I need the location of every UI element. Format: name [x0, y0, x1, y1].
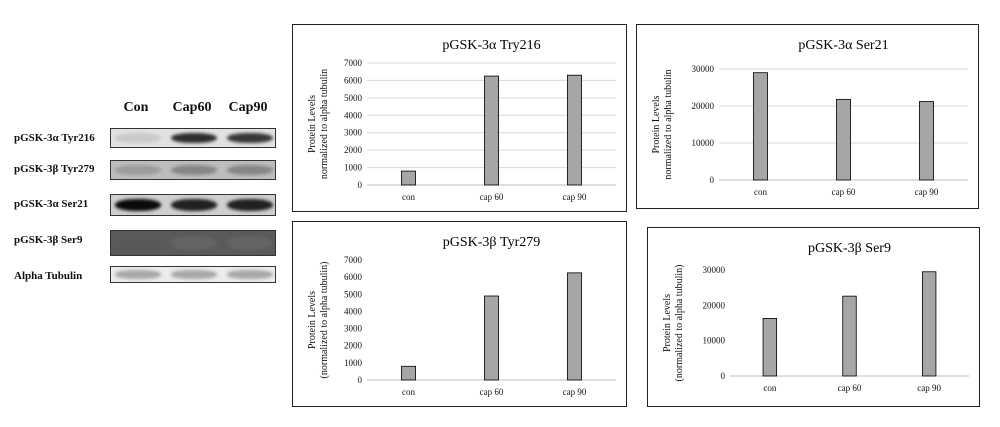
blot-band	[227, 132, 273, 144]
x-tick-label: cap 60	[480, 192, 504, 202]
blot-strip-ser9	[110, 230, 276, 256]
bar	[567, 74, 582, 186]
blot-row-label: pGSK-3β Tyr279	[14, 163, 95, 175]
lane-label-cap60: Cap60	[172, 100, 212, 115]
blot-strip-tyr216	[110, 128, 276, 148]
bar	[836, 98, 851, 181]
blot-band	[227, 235, 273, 251]
bar	[919, 101, 934, 181]
bar	[762, 318, 778, 377]
chart-panel-ser21: pGSK-3α Ser21 0 10000 20000 30000 con cap 60 ca…	[636, 24, 979, 209]
y-tick-label: 1000	[344, 163, 363, 173]
lane-label-cap90: Cap90	[228, 100, 268, 115]
y-axis-label: Protein Levels	[651, 95, 662, 153]
chart-panel-tyr216: pGSK-3α Try216 0 1000 2000 3000 4000 5000 6000 7…	[292, 24, 627, 212]
y-tick-label: 7000	[344, 255, 363, 265]
y-tick-label: 0	[710, 175, 715, 185]
x-tick-label: con	[763, 383, 776, 393]
y-tick-label: 20000	[703, 300, 726, 310]
blot-row-label: pGSK-3α Tyr216	[14, 132, 95, 144]
blot-band	[171, 132, 217, 144]
blot-band	[115, 132, 161, 144]
chart-title: pGSK-3β Tyr279	[443, 235, 541, 250]
y-tick-label: 4000	[344, 110, 363, 120]
chart-title: pGSK-3α Ser21	[798, 38, 888, 53]
chart-tyr216: pGSK-3α Try216 0 1000 2000 3000 4000 5000 6000 7…	[307, 38, 616, 202]
blot-band	[227, 164, 273, 176]
y-tick-label: 6000	[344, 272, 363, 282]
y-tick-label: 5000	[344, 289, 363, 299]
y-tick-label: 1000	[344, 358, 363, 368]
y-tick-label: 5000	[344, 93, 363, 103]
y-axis-label: normalized to alpha tubulin	[319, 69, 330, 179]
bar	[484, 295, 499, 381]
y-tick-label: 2000	[344, 341, 363, 351]
y-axis-label: (normalized to alpha tubulin)	[319, 262, 330, 379]
x-tick-label: cap 60	[838, 383, 862, 393]
y-axis-label: Protein Levels	[662, 294, 673, 352]
chart-panel-tyr279: pGSK-3β Tyr279 0 1000 2000 3000 4000 5000 6000 7…	[292, 221, 627, 407]
x-tick-label: cap 60	[480, 387, 504, 397]
bar	[921, 271, 937, 377]
chart-title: pGSK-3β Ser9	[808, 241, 891, 256]
y-axis-label: Protein Levels	[307, 291, 318, 349]
y-tick-label: 4000	[344, 306, 363, 316]
x-tick-label: cap 90	[563, 387, 587, 397]
y-tick-label: 0	[721, 371, 726, 381]
blot-band	[227, 270, 273, 279]
y-tick-label: 0	[358, 180, 363, 190]
blot-strip-alpha-tubulin	[110, 266, 276, 283]
y-axis-label: normalized to alpha tubulin	[663, 69, 674, 179]
western-blot-panel: Con Cap60 Cap90 pGSK-3α Tyr216 pGSK-3β T…	[0, 0, 290, 427]
bar	[484, 75, 499, 186]
blot-band	[115, 235, 161, 251]
blot-band	[171, 199, 217, 211]
x-tick-label: cap 90	[915, 187, 939, 197]
blot-band	[171, 235, 217, 251]
y-tick-label: 10000	[692, 138, 715, 148]
y-tick-label: 7000	[344, 58, 363, 68]
chart-tyr279: pGSK-3β Tyr279 0 1000 2000 3000 4000 5000 6000 7…	[307, 235, 616, 397]
blot-row-label: Alpha Tubulin	[14, 270, 83, 282]
y-tick-label: 20000	[692, 101, 715, 111]
bar	[842, 295, 857, 377]
bar	[567, 272, 582, 381]
x-tick-label: cap 90	[917, 383, 941, 393]
blot-row-label: pGSK-3α Ser21	[14, 198, 89, 210]
y-tick-label: 6000	[344, 75, 363, 85]
x-tick-label: con	[402, 192, 415, 202]
y-tick-label: 30000	[703, 265, 726, 275]
chart-title: pGSK-3α Try216	[442, 38, 540, 53]
blot-band	[227, 199, 273, 211]
bar	[401, 365, 416, 381]
blot-strip-tyr279	[110, 160, 276, 180]
y-axis-label: (normalized to alpha tubulin)	[674, 265, 685, 382]
y-tick-label: 3000	[344, 324, 363, 334]
chart-panel-ser9: pGSK-3β Ser9 0 10000 20000 30000 con cap 60 cap…	[647, 227, 980, 407]
chart-ser21: pGSK-3α Ser21 0 10000 20000 30000 con cap 60 ca…	[651, 38, 968, 197]
x-tick-label: con	[402, 387, 415, 397]
y-tick-label: 2000	[344, 145, 363, 155]
x-tick-label: cap 90	[563, 192, 587, 202]
y-tick-label: 0	[358, 375, 363, 385]
y-tick-label: 3000	[344, 128, 363, 138]
chart-ser9: pGSK-3β Ser9 0 10000 20000 30000 con cap 60 cap…	[662, 241, 969, 393]
bar	[753, 72, 768, 181]
x-tick-label: con	[754, 187, 767, 197]
x-tick-label: cap 60	[832, 187, 856, 197]
y-tick-label: 30000	[692, 64, 715, 74]
blot-strip-ser21	[110, 194, 276, 216]
y-tick-label: 10000	[703, 336, 726, 346]
blot-band	[115, 164, 161, 176]
blot-band	[171, 164, 217, 176]
bar	[401, 170, 416, 186]
y-axis-label: Protein Levels	[307, 95, 318, 153]
blot-row-label: pGSK-3β Ser9	[14, 234, 83, 246]
blot-band	[115, 270, 161, 279]
blot-band	[115, 199, 161, 211]
lane-label-con: Con	[123, 100, 149, 115]
blot-band	[171, 270, 217, 279]
